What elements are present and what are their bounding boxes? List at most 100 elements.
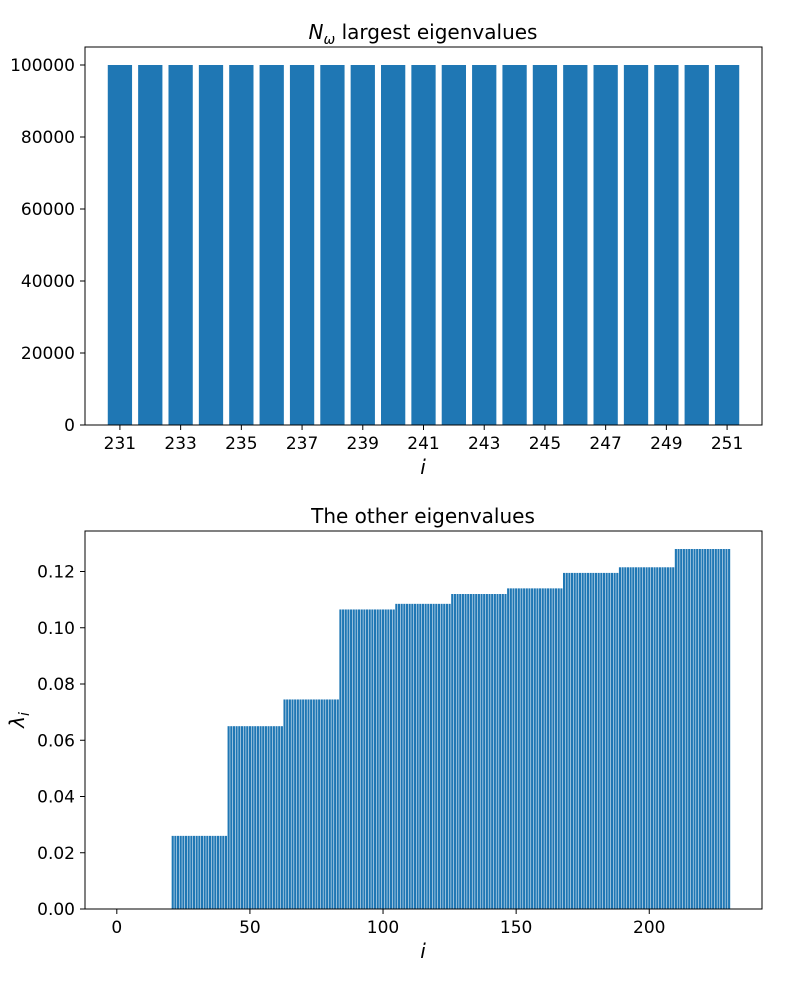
chart1-bars [107, 65, 740, 425]
chart1-bar [714, 65, 740, 425]
chart2-bar [222, 835, 225, 909]
chart1-bar [198, 65, 224, 425]
chart1-x-tick-label: 237 [286, 434, 318, 454]
chart2-bar [243, 726, 246, 909]
chart2-y-tick-label: 0.06 [37, 731, 75, 751]
chart1-y-tick-label: 60000 [21, 200, 75, 220]
chart2-bar [592, 572, 595, 909]
chart2-bar [666, 567, 669, 909]
chart2-bar [690, 549, 693, 909]
chart2-y-axis-label-main: λ [5, 716, 29, 729]
chart2-bar [493, 594, 496, 909]
chart1-x-tick-label: 233 [164, 434, 196, 454]
chart2-x-tick-label: 200 [633, 918, 665, 938]
chart2-bar [541, 588, 544, 909]
chart2-frame [84, 530, 763, 910]
chart2-bar [464, 594, 467, 909]
chart2-bar [254, 726, 257, 909]
chart2-bar [381, 609, 385, 909]
chart2-bar [621, 567, 624, 909]
chart2-bar [360, 609, 363, 909]
chart2-bar [389, 609, 393, 909]
chart2-y-tick-label: 0.00 [37, 900, 75, 920]
chart1-x-tick-label: 249 [650, 434, 682, 454]
chart2-bar [552, 588, 555, 909]
chart1-title-main: N [309, 20, 324, 44]
chart2-bar [509, 588, 512, 909]
chart2-bar [467, 594, 470, 909]
chart2-bars [171, 549, 731, 909]
chart1-bar [229, 65, 254, 425]
chart1-bar [259, 65, 284, 425]
chart2-bar [722, 549, 725, 909]
chart2-x-ticks: 0 50 100 150 200 [111, 909, 665, 938]
chart2-bar [578, 572, 582, 909]
chart2-bar [246, 726, 249, 909]
chart1-bar [441, 65, 467, 425]
chart2-bar [637, 567, 640, 909]
chart2-bar [283, 699, 286, 909]
chart2-bar [491, 594, 494, 909]
chart1-title: Nω largest eigenvalues [309, 20, 538, 48]
chart2-bar [262, 726, 265, 909]
chart2-bar [602, 572, 606, 909]
chart1-x-tick-label: 239 [347, 434, 379, 454]
chart2-bar [432, 603, 435, 909]
chart1-bar [350, 65, 375, 425]
chart1-y-tick-label: 80000 [21, 128, 75, 148]
chart2-bar [562, 572, 566, 909]
chart2-bar [296, 699, 299, 909]
chart2-bar [195, 835, 198, 909]
chart2-bar [610, 572, 614, 909]
chart2-bar [371, 609, 374, 909]
chart2-bar [291, 699, 294, 909]
chart2-bar [179, 835, 182, 909]
chart2-bar [626, 567, 630, 909]
chart2-y-ticks: 0.00 0.02 0.04 0.06 0.08 0.10 0.12 [37, 563, 85, 920]
chart2-bar [624, 567, 627, 909]
chart2-bar [456, 594, 459, 909]
chart2-bar [504, 594, 507, 909]
chart2-bar [299, 699, 302, 909]
chart1-x-tick-label: 251 [711, 434, 743, 454]
chart2-bar [267, 726, 270, 909]
chart2-bar [642, 567, 645, 909]
chart2-bar [403, 603, 406, 909]
chart2-bar [350, 609, 353, 909]
chart2-bar [251, 726, 254, 909]
chart2-bar [400, 603, 403, 909]
chart2-bar [674, 549, 677, 909]
chart2-y-tick-label: 0.04 [37, 788, 75, 808]
chart1-bar [138, 65, 163, 425]
chart2-bar [182, 835, 185, 909]
chart2-bar [352, 609, 355, 909]
chart2-bar [565, 572, 568, 909]
chart2-bar [664, 567, 667, 909]
chart2-bar [214, 835, 217, 909]
chart2-bar [373, 609, 377, 909]
chart2-bar [645, 567, 648, 909]
chart2-bar [589, 572, 592, 909]
chart2-y-axis-label-sub: i [17, 712, 33, 716]
chart2-bar [440, 603, 443, 909]
chart2-bar [501, 594, 504, 909]
chart2-bar [531, 588, 534, 909]
chart2-bar [294, 699, 297, 909]
chart2-bar [264, 726, 267, 909]
chart2-bar [416, 603, 419, 909]
chart2-bar [342, 609, 345, 909]
chart2-bar [227, 726, 230, 909]
chart2-bar [568, 572, 571, 909]
chart2-bar [413, 603, 417, 909]
chart1-x-tick-label: 245 [529, 434, 561, 454]
chart1-bar [563, 65, 588, 425]
chart2-bar [616, 572, 619, 909]
chart2-bar [384, 609, 387, 909]
chart2-bar [445, 603, 448, 909]
chart2-bar [171, 835, 174, 909]
chart2-bar [192, 835, 196, 909]
chart2-bar [198, 835, 201, 909]
chart2-bar [256, 726, 259, 909]
chart2-bar [238, 726, 241, 909]
chart2-bar [275, 726, 278, 909]
